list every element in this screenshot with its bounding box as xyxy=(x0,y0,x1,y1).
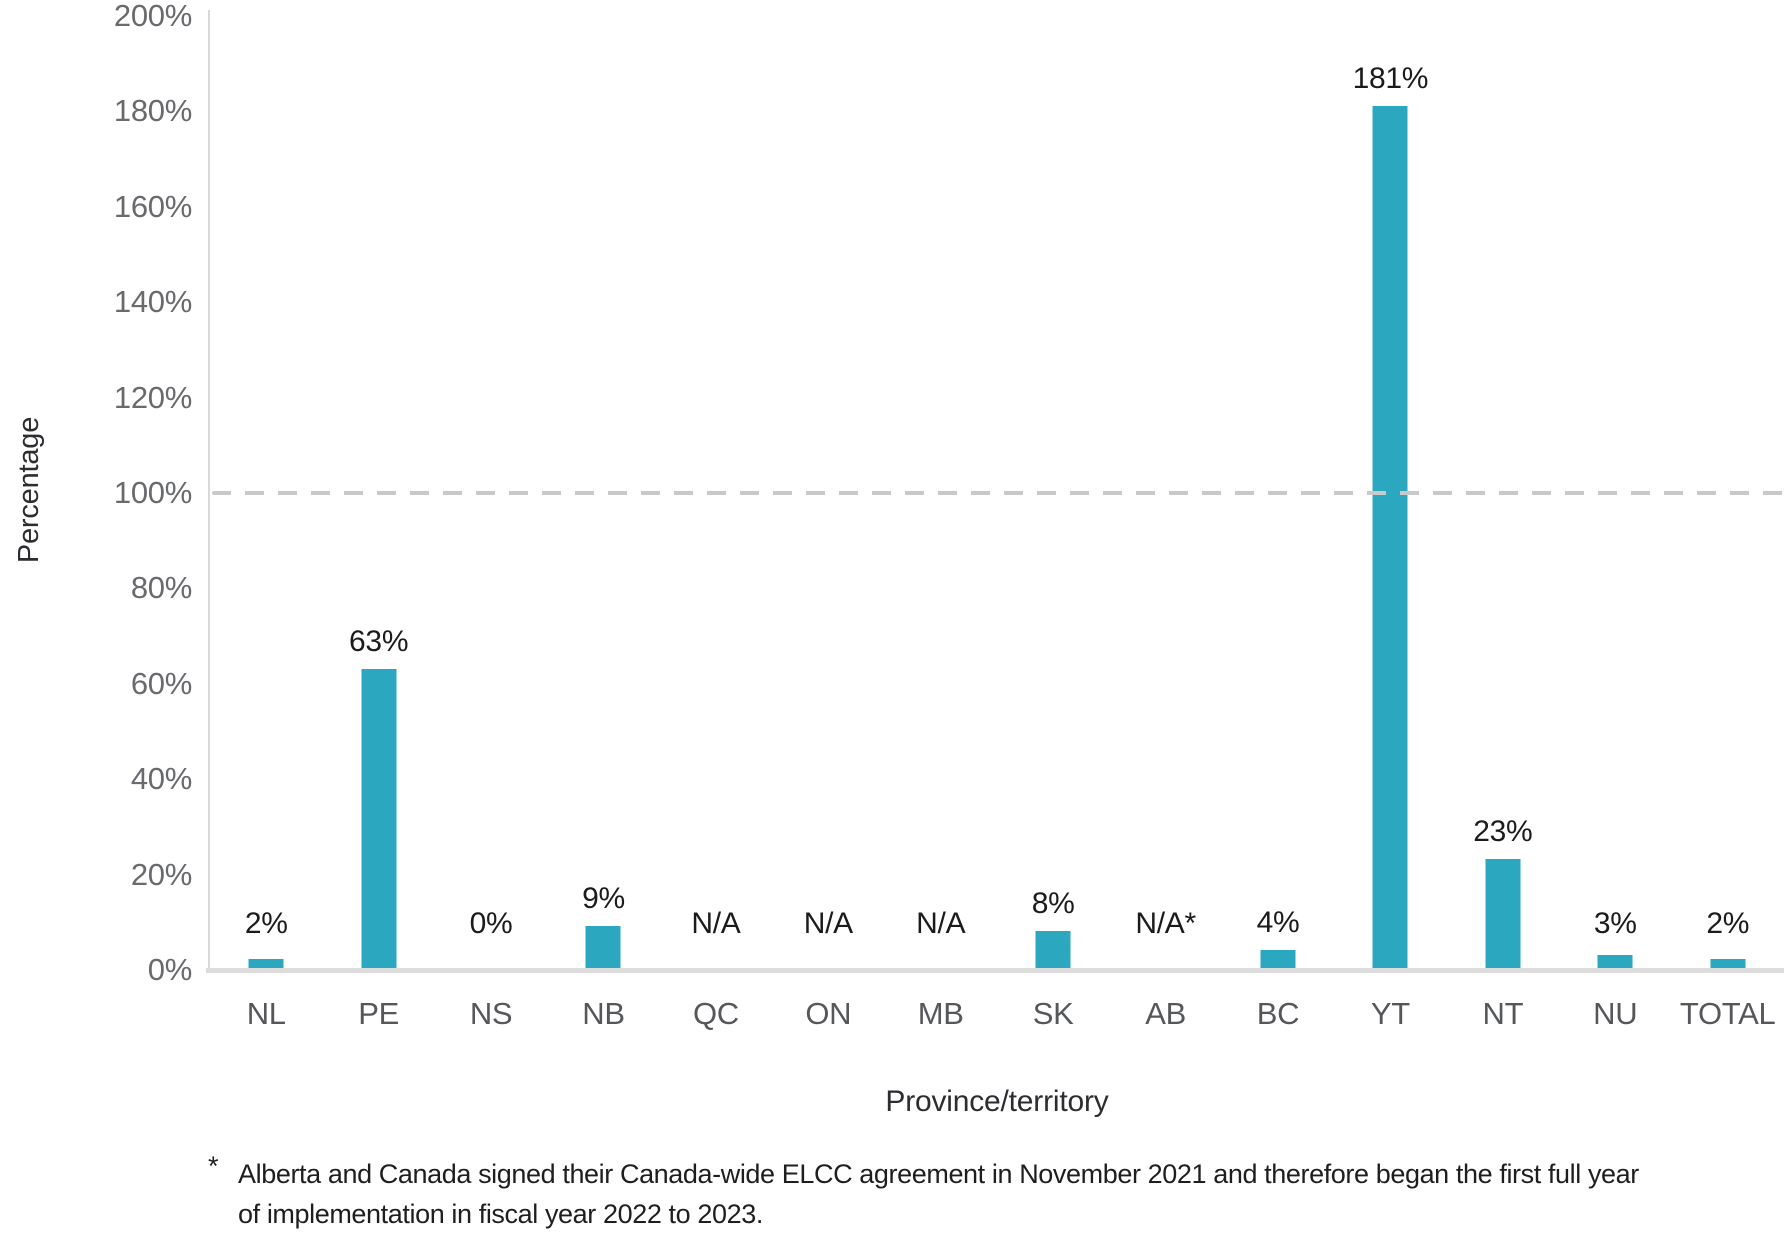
y-axis-line xyxy=(208,10,210,970)
bar-column-nl: 2% xyxy=(210,16,322,969)
x-tick-label-mb: MB xyxy=(917,996,964,1031)
bar-column-nu: 3% xyxy=(1559,16,1671,969)
bar-total xyxy=(1710,959,1746,969)
x-axis-title: Province/territory xyxy=(885,1085,1109,1118)
data-label-sk: 8% xyxy=(1031,886,1075,920)
data-label-nu: 3% xyxy=(1593,907,1637,940)
x-tick-label-on: ON xyxy=(805,996,852,1031)
bar-yt xyxy=(1372,105,1408,969)
data-label-total: 2% xyxy=(1706,907,1750,940)
x-tick-label-nu: NU xyxy=(1593,996,1638,1031)
y-axis-tick-labels: 0% 20% 40% 60% 80% 100% 120% 140% 160% 180% 200% xyxy=(0,0,192,1000)
x-tick-label-ns: NS xyxy=(469,996,513,1031)
data-label-nt: 23% xyxy=(1473,815,1533,849)
footnote: * Alberta and Canada signed their Canada… xyxy=(208,1151,1639,1234)
bar-column-nt: 23% xyxy=(1447,16,1559,969)
y-tick-label-60: 60% xyxy=(130,665,192,701)
data-label-ns: 0% xyxy=(469,907,513,940)
footnote-line-2: of implementation in fiscal year 2022 to… xyxy=(238,1199,763,1229)
bar-column-total: 2% xyxy=(1671,16,1783,969)
data-label-ab: N/A* xyxy=(1135,907,1196,940)
data-label-bc: 4% xyxy=(1256,905,1300,939)
bar-sk xyxy=(1035,930,1071,969)
y-tick-label-40: 40% xyxy=(130,761,192,797)
bar-column-sk: 8% xyxy=(997,16,1109,969)
y-tick-label-200: 200% xyxy=(113,0,192,33)
x-tick-label-pe: PE xyxy=(358,996,400,1031)
data-label-on: N/A xyxy=(803,907,853,940)
footnote-text: Alberta and Canada signed their Canada-w… xyxy=(238,1154,1639,1234)
data-label-nb: 9% xyxy=(582,882,625,916)
y-tick-label-140: 140% xyxy=(113,284,192,320)
data-label-qc: N/A xyxy=(691,907,741,940)
bar-column-yt: 181% xyxy=(1334,16,1446,969)
data-label-mb: N/A xyxy=(916,907,966,940)
x-tick-label-ab: AB xyxy=(1145,996,1186,1031)
bar-column-bc: 4% xyxy=(1222,16,1334,969)
reference-line-100pct xyxy=(212,491,1784,495)
x-axis-line xyxy=(206,968,1784,973)
x-tick-label-nb: NB xyxy=(582,996,625,1031)
y-tick-label-120: 120% xyxy=(113,379,192,415)
bar-nl xyxy=(248,959,284,969)
x-tick-label-nt: NT xyxy=(1482,996,1524,1031)
bar-pe xyxy=(361,668,397,969)
bar-nb xyxy=(585,926,621,969)
y-tick-label-180: 180% xyxy=(113,93,192,129)
y-tick-label-80: 80% xyxy=(130,570,192,606)
y-tick-label-160: 160% xyxy=(113,188,192,224)
x-tick-label-sk: SK xyxy=(1032,996,1074,1031)
bar-column-ab: N/A* xyxy=(1109,16,1221,969)
data-label-pe: 63% xyxy=(349,624,409,658)
data-label-nl: 2% xyxy=(244,907,288,940)
y-tick-label-100: 100% xyxy=(113,475,192,510)
bar-column-mb: N/A xyxy=(885,16,997,969)
x-tick-label-total: TOTAL xyxy=(1679,996,1776,1031)
x-tick-label-nl: NL xyxy=(246,996,286,1031)
y-tick-label-0: 0% xyxy=(147,952,193,987)
x-tick-label-qc: QC xyxy=(692,996,739,1031)
bar-nt xyxy=(1485,859,1521,969)
footnote-line-1: Alberta and Canada signed their Canada-w… xyxy=(238,1159,1639,1189)
bar-column-ns: 0% xyxy=(435,16,547,969)
bar-column-on: N/A xyxy=(772,16,884,969)
bar-column-pe: 63% xyxy=(322,16,434,969)
bar-nu xyxy=(1597,954,1633,969)
bar-column-qc: N/A xyxy=(660,16,772,969)
x-axis-tick-labels: NL PE NS NB QC ON MB SK AB BC YT NT NU TOTAL xyxy=(210,996,1784,1032)
x-tick-label-bc: BC xyxy=(1256,996,1300,1031)
x-tick-label-yt: YT xyxy=(1370,996,1410,1031)
y-tick-label-20: 20% xyxy=(130,856,192,892)
bar-column-nb: 9% xyxy=(547,16,659,969)
data-label-yt: 181% xyxy=(1352,61,1429,95)
bar-bc xyxy=(1260,949,1296,969)
plot-area: 2% 63% 0% 9% N/A N/A N/A 8% N/A* 4% 181% 23% 3% 2% xyxy=(210,16,1784,969)
footnote-asterisk-marker: * xyxy=(208,1151,219,1181)
